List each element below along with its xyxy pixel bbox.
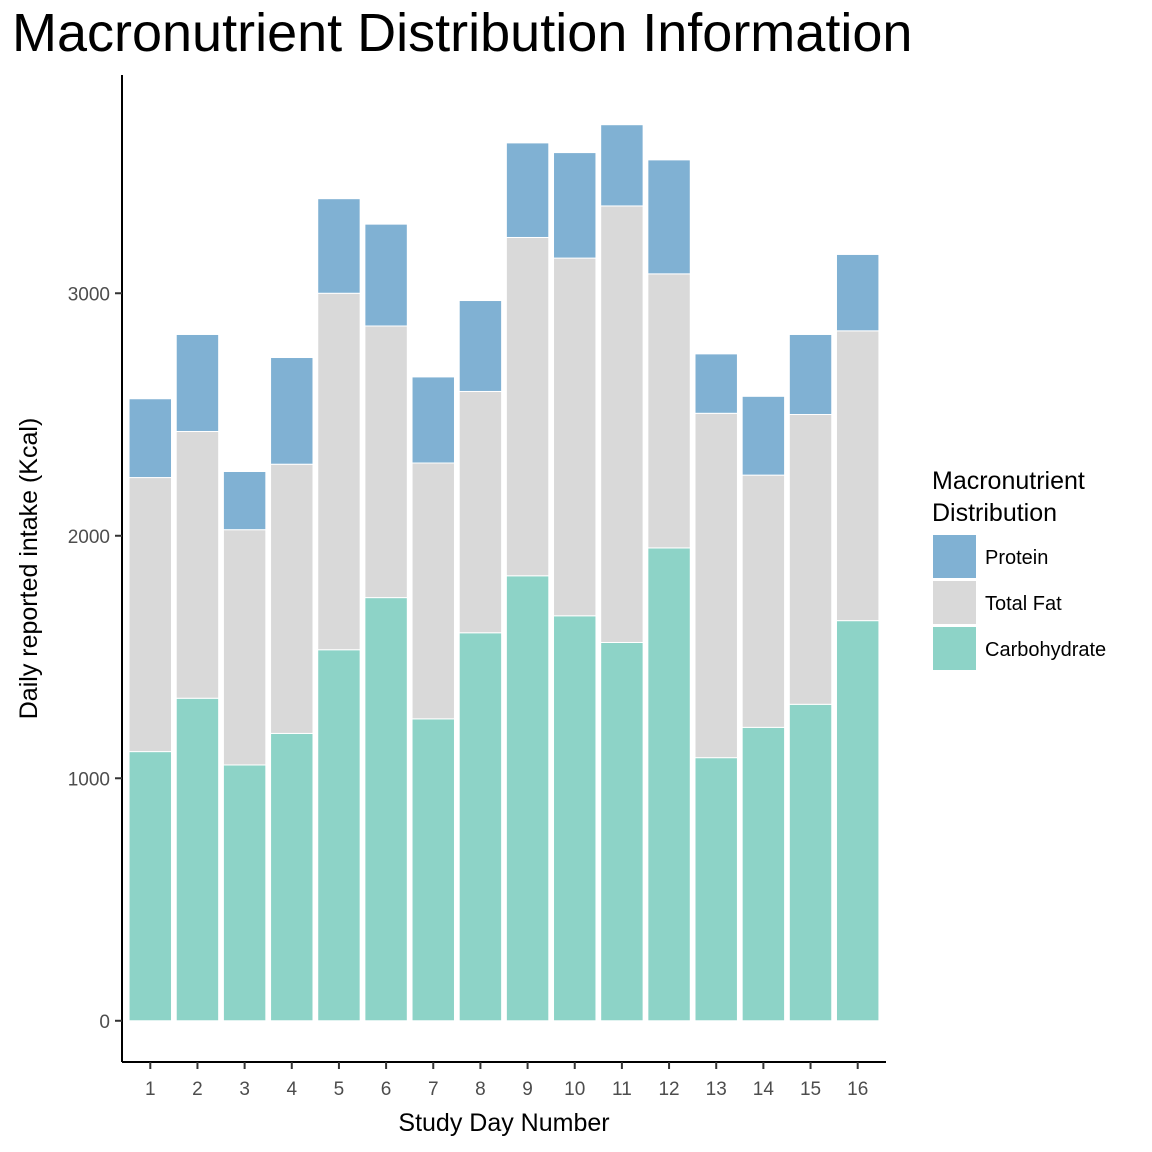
x-tick-label: 7 <box>428 1079 439 1100</box>
bar-day-10-total-fat <box>553 257 597 617</box>
legend-key-carbohydrate <box>933 627 976 670</box>
x-axis-title: Study Day Number <box>398 1109 609 1137</box>
legend-key-total-fat <box>933 581 976 624</box>
bar-day-4-total-fat <box>270 463 314 734</box>
bar-day-12-total-fat <box>647 273 691 549</box>
x-tick-label: 3 <box>239 1079 250 1100</box>
x-tick-label: 15 <box>800 1079 821 1100</box>
bar-day-2-total-fat <box>175 430 220 699</box>
bar-day-9-protein <box>505 142 550 238</box>
bar-day-6-protein <box>364 223 408 327</box>
bar-day-11-carbohydrate <box>600 641 644 1022</box>
legend-title-line-1: Macronutrient <box>932 467 1085 495</box>
x-tick-label: 13 <box>706 1079 727 1100</box>
legend: Macronutrient Distribution Protein Total … <box>932 467 1106 670</box>
bar-day-13-protein <box>694 353 738 414</box>
bar-day-1-carbohydrate <box>128 751 173 1022</box>
bar-day-3-carbohydrate <box>222 764 267 1022</box>
bar-day-2-carbohydrate <box>175 697 220 1022</box>
x-tick-label: 5 <box>334 1079 345 1100</box>
x-tick-label: 2 <box>192 1079 203 1100</box>
bar-day-5-carbohydrate <box>317 649 361 1022</box>
bar-day-1-total-fat <box>128 477 173 753</box>
y-tick-label: 1000 <box>68 769 110 790</box>
x-tick-label: 9 <box>522 1079 533 1100</box>
bar-day-10-carbohydrate <box>553 615 597 1022</box>
bar-day-8-total-fat <box>458 390 503 634</box>
legend-title-line-2: Distribution <box>932 499 1057 527</box>
bar-day-8-carbohydrate <box>458 632 503 1022</box>
bar-day-13-total-fat <box>694 412 738 759</box>
bar-day-12-carbohydrate <box>647 547 691 1022</box>
bars-layer <box>128 124 880 1022</box>
bar-day-3-total-fat <box>222 529 267 766</box>
x-ticks-layer: 1 2 3 4 5 6 7 8 9 10 11 12 13 14 15 16 <box>145 1062 868 1100</box>
chart-title: Macronutrient Distribution Information <box>12 3 913 63</box>
x-tick-label: 1 <box>145 1079 156 1100</box>
x-tick-label: 8 <box>475 1079 486 1100</box>
bar-day-4-protein <box>270 357 314 465</box>
bar-day-15-carbohydrate <box>788 703 833 1022</box>
bar-day-7-carbohydrate <box>411 718 455 1022</box>
y-ticks-layer: 0 1000 2000 3000 <box>68 284 122 1033</box>
y-tick-label: 2000 <box>68 527 110 548</box>
bar-day-2-protein <box>175 333 220 432</box>
x-tick-label: 16 <box>847 1079 868 1100</box>
bar-day-15-total-fat <box>788 414 833 705</box>
x-tick-label: 12 <box>658 1079 679 1100</box>
bar-day-16-carbohydrate <box>835 620 880 1022</box>
y-tick-label: 3000 <box>68 284 110 305</box>
bar-day-11-total-fat <box>600 205 644 643</box>
bar-day-5-total-fat <box>317 292 361 651</box>
bar-day-12-protein <box>647 159 691 275</box>
legend-items: Protein Total Fat Carbohydrate <box>933 535 1106 670</box>
bar-day-9-total-fat <box>505 236 550 577</box>
bar-day-14-protein <box>741 395 786 476</box>
legend-label-carbohydrate: Carbohydrate <box>985 639 1106 661</box>
bar-day-16-protein <box>835 253 880 332</box>
bar-day-7-protein <box>411 376 455 464</box>
bar-day-10-protein <box>553 152 597 259</box>
bar-day-6-total-fat <box>364 325 408 599</box>
x-tick-label: 14 <box>753 1079 775 1100</box>
bar-day-5-protein <box>317 198 361 294</box>
bar-day-3-protein <box>222 471 267 531</box>
x-tick-label: 10 <box>564 1079 585 1100</box>
legend-label-protein: Protein <box>985 547 1048 569</box>
x-tick-label: 4 <box>286 1079 297 1100</box>
bar-day-14-total-fat <box>741 474 786 728</box>
y-axis-title: Daily reported intake (Kcal) <box>15 418 43 720</box>
bar-day-11-protein <box>600 124 644 207</box>
bar-day-4-carbohydrate <box>270 732 314 1022</box>
legend-key-protein <box>933 535 976 578</box>
x-tick-label: 11 <box>612 1079 632 1100</box>
bar-day-7-total-fat <box>411 462 455 720</box>
bar-day-9-carbohydrate <box>505 575 550 1022</box>
bar-day-16-total-fat <box>835 330 880 622</box>
legend-label-total-fat: Total Fat <box>985 593 1062 615</box>
bar-day-8-protein <box>458 300 503 392</box>
bar-day-6-carbohydrate <box>364 597 408 1022</box>
bar-day-13-carbohydrate <box>694 757 738 1022</box>
x-tick-label: 6 <box>381 1079 392 1100</box>
y-tick-label: 0 <box>99 1012 110 1033</box>
bar-day-15-protein <box>788 333 833 416</box>
bar-day-14-carbohydrate <box>741 726 786 1022</box>
bar-day-1-protein <box>128 398 173 479</box>
